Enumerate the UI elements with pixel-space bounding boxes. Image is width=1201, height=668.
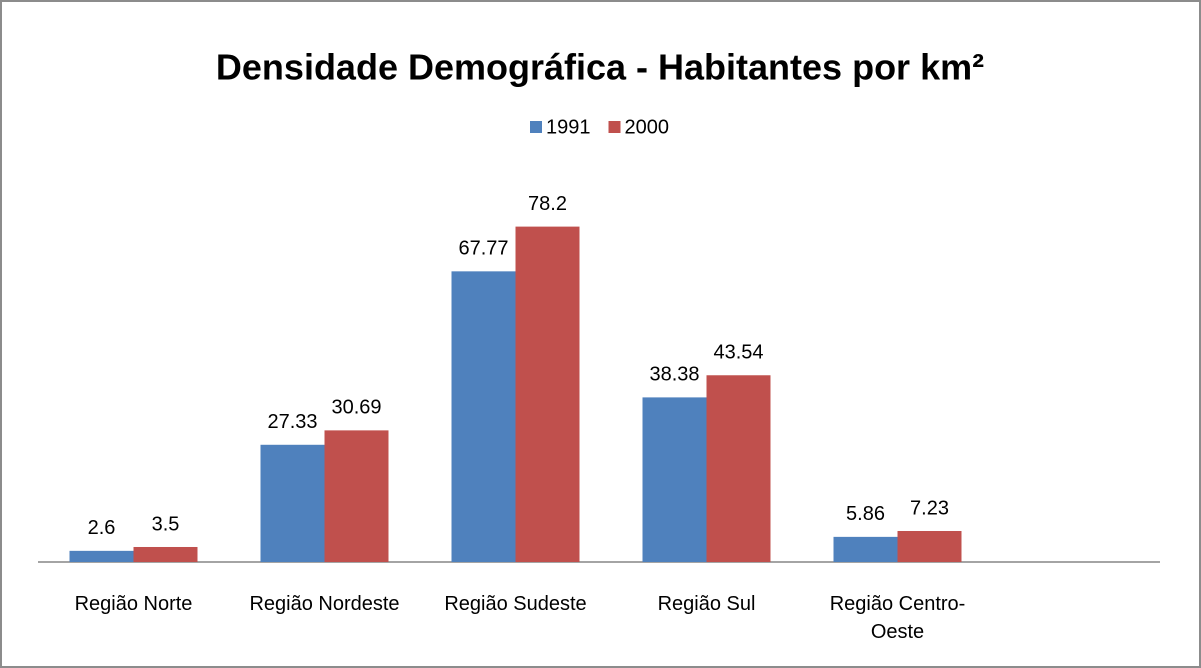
bar — [260, 444, 325, 562]
bar — [897, 530, 962, 562]
legend-swatch — [608, 121, 621, 133]
bar — [133, 546, 198, 562]
data-label: 78.2 — [528, 193, 567, 215]
data-label: 30.69 — [331, 397, 381, 419]
data-label: 67.77 — [458, 238, 508, 260]
data-label: 27.33 — [267, 411, 317, 433]
x-tick-label: Região Sudeste — [444, 593, 587, 615]
bar — [642, 397, 707, 562]
legend-label: 2000 — [625, 116, 670, 138]
chart-title: Densidade Demográfica - Habitantes por k… — [216, 47, 984, 88]
bar — [833, 536, 898, 562]
bar — [451, 271, 516, 562]
x-tick-label: Região Centro-Oeste — [829, 593, 966, 643]
bar — [324, 430, 389, 562]
x-tick-label: Região Norte — [74, 593, 193, 615]
data-label: 5.86 — [846, 503, 885, 525]
data-label: 7.23 — [910, 497, 949, 519]
legend-swatch — [530, 121, 542, 133]
data-label: 38.38 — [649, 364, 699, 386]
x-tick-label: Região Sul — [657, 593, 756, 615]
data-label: 2.6 — [88, 517, 116, 539]
bar — [706, 375, 771, 562]
data-label: 3.5 — [152, 513, 180, 535]
bar — [515, 226, 580, 562]
legend-label: 1991 — [546, 116, 591, 138]
data-label: 43.54 — [713, 342, 763, 364]
x-tick-label: Região Nordeste — [249, 593, 400, 615]
bar — [69, 550, 134, 562]
